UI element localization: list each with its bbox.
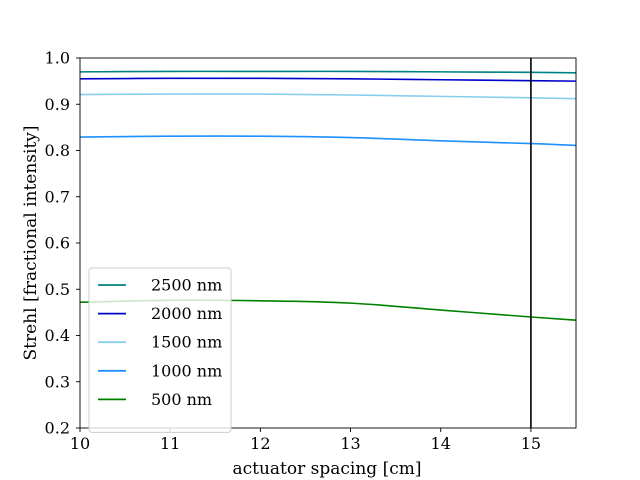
x-axis-label: actuator spacing [cm] [232, 459, 421, 479]
y-tick-label: 1.0 [45, 49, 70, 68]
legend-label: 2000 nm [151, 304, 222, 323]
y-tick-label: 0.4 [45, 326, 70, 345]
series-line-1500-nm [80, 93, 576, 100]
x-tick-label: 14 [431, 434, 451, 453]
y-tick-label: 0.8 [45, 141, 70, 160]
series-line-1000-nm [80, 135, 576, 147]
legend: 2500 nm 2000 nm 1500 nm 1000 nm 500 nm [88, 267, 232, 433]
y-tick-label: 0.7 [45, 187, 70, 206]
x-tick-label: 12 [250, 434, 270, 453]
series-line-2500-nm [80, 70, 576, 74]
legend-label: 500 nm [151, 390, 212, 409]
y-axis-label: Strehl [fractional intensity] [21, 125, 41, 360]
legend-box [88, 267, 232, 433]
tick-marks: 10 11 12 13 14 15 0.2 0.3 0.4 0.5 0.6 0.7 0.8 0.9 1.0 [45, 49, 542, 454]
y-tick-label: 0.2 [45, 419, 70, 438]
x-tick-label: 15 [521, 434, 541, 453]
legend-label: 1000 nm [151, 361, 222, 380]
y-tick-label: 0.6 [45, 234, 70, 253]
y-tick-label: 0.3 [45, 372, 70, 391]
x-tick-label: 11 [160, 434, 180, 453]
series-line-2000-nm [80, 77, 576, 82]
y-tick-label: 0.5 [45, 280, 70, 299]
y-tick-label: 0.9 [45, 95, 70, 114]
x-tick-label: 10 [70, 434, 90, 453]
legend-label: 1500 nm [151, 333, 222, 352]
legend-label: 2500 nm [151, 276, 222, 295]
x-tick-label: 13 [340, 434, 360, 453]
